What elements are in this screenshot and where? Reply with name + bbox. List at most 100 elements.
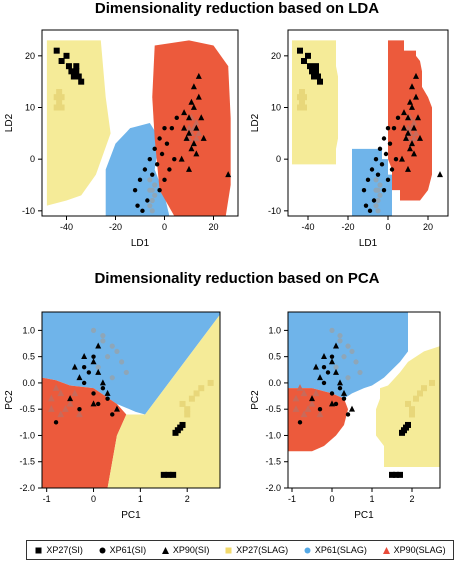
data-point bbox=[192, 134, 200, 142]
data-point bbox=[385, 125, 391, 131]
data-point bbox=[377, 146, 383, 152]
data-point bbox=[70, 73, 77, 80]
y-axis-label: LD2 bbox=[4, 113, 15, 132]
xp90-region bbox=[42, 377, 127, 488]
data-point bbox=[409, 411, 415, 418]
x-tick-label: -1 bbox=[43, 494, 51, 504]
chart-panel-2: -40 -20 0 20 -10 0 10 20 LD1 LD2 bbox=[250, 29, 449, 249]
data-point bbox=[393, 156, 399, 162]
data-point bbox=[181, 109, 188, 116]
data-point bbox=[297, 94, 303, 101]
data-point bbox=[149, 208, 155, 214]
data-point bbox=[405, 129, 411, 136]
data-point bbox=[95, 342, 102, 349]
plot-frame bbox=[41, 311, 221, 489]
y-tick-label: -2.0 bbox=[265, 483, 281, 493]
data-point bbox=[104, 389, 111, 396]
data-point bbox=[389, 167, 395, 172]
xp61-region bbox=[105, 123, 170, 216]
data-point bbox=[309, 68, 315, 75]
data-point bbox=[307, 63, 313, 70]
y-tick-label: 20 bbox=[25, 51, 35, 61]
data-point bbox=[379, 162, 385, 167]
data-point bbox=[353, 359, 359, 365]
data-point bbox=[62, 405, 69, 412]
data-point bbox=[317, 374, 323, 381]
data-point bbox=[349, 348, 355, 355]
data-point bbox=[114, 348, 120, 355]
data-point bbox=[409, 140, 415, 147]
data-point bbox=[300, 389, 308, 397]
data-point bbox=[399, 429, 405, 436]
data-point bbox=[100, 338, 106, 344]
data-point bbox=[157, 136, 162, 141]
data-point bbox=[299, 99, 305, 106]
data-point bbox=[329, 354, 335, 359]
data-point bbox=[149, 187, 155, 193]
data-point bbox=[170, 471, 177, 478]
data-point bbox=[184, 406, 191, 413]
y-axis-label: PC2 bbox=[4, 390, 15, 410]
data-point bbox=[305, 52, 311, 59]
data-point bbox=[56, 99, 63, 106]
legend-square-marker bbox=[35, 547, 42, 553]
data-point bbox=[381, 136, 387, 141]
legend-triangle-marker bbox=[382, 546, 390, 554]
data-point bbox=[411, 124, 417, 131]
data-point bbox=[195, 72, 202, 79]
data-point bbox=[58, 58, 65, 64]
data-point bbox=[313, 63, 319, 70]
data-point bbox=[337, 333, 343, 339]
data-point bbox=[437, 171, 443, 178]
data-point bbox=[403, 134, 409, 141]
y-tick-label: -1.5 bbox=[19, 457, 35, 467]
data-point bbox=[179, 400, 186, 407]
data-point bbox=[309, 395, 315, 402]
data-point bbox=[58, 104, 65, 111]
data-point bbox=[188, 395, 195, 402]
scatter-points bbox=[292, 327, 435, 478]
decision-regions bbox=[46, 40, 231, 216]
data-point bbox=[198, 385, 205, 392]
x-tick-label: 0 bbox=[91, 494, 96, 504]
data-point bbox=[345, 412, 351, 417]
y-tick-label: -1.0 bbox=[265, 430, 281, 440]
data-point bbox=[393, 471, 399, 478]
data-point bbox=[385, 177, 391, 183]
data-point bbox=[225, 171, 232, 178]
data-point bbox=[375, 208, 381, 214]
data-point bbox=[383, 151, 389, 157]
data-point bbox=[395, 115, 401, 121]
data-point bbox=[65, 63, 72, 70]
lda-section-title: Dimensionality reduction based on LDA bbox=[94, 0, 380, 17]
y-tick-label: -1.5 bbox=[265, 457, 281, 467]
data-point bbox=[57, 410, 65, 418]
chart-panel-3: -1 0 1 2 1.0 0.5 0.0 -0.5 -1.0 -1.5 -2.0 PC1 PC2 bbox=[4, 311, 221, 521]
data-point bbox=[140, 208, 145, 214]
data-point bbox=[99, 379, 106, 386]
data-point bbox=[71, 363, 78, 370]
data-point bbox=[56, 89, 63, 95]
data-point bbox=[373, 177, 379, 183]
data-point bbox=[329, 391, 335, 396]
data-point bbox=[164, 141, 170, 146]
x-tick-label: -20 bbox=[109, 222, 122, 232]
data-point bbox=[177, 424, 184, 431]
chart-panel-4: -1 0 1 2 1.0 0.5 0.0 -0.5 -1.0 -1.5 -2.0 PC1 PC2 bbox=[250, 311, 441, 521]
data-point bbox=[53, 104, 60, 111]
y-tick-label: -0.5 bbox=[265, 404, 281, 414]
data-point bbox=[297, 104, 303, 111]
data-point bbox=[190, 140, 197, 147]
data-point bbox=[345, 343, 351, 349]
data-point bbox=[308, 399, 316, 407]
data-point bbox=[357, 369, 363, 376]
data-point bbox=[337, 338, 343, 344]
chart-panel-1: -40 -20 0 20 -10 0 10 20 LD1 LD2 bbox=[4, 29, 239, 249]
data-point bbox=[409, 406, 415, 413]
data-point bbox=[91, 391, 96, 396]
data-point bbox=[417, 134, 423, 141]
data-point bbox=[315, 73, 321, 80]
data-point bbox=[412, 129, 420, 137]
data-point bbox=[405, 400, 411, 407]
plot-frame bbox=[287, 29, 449, 217]
